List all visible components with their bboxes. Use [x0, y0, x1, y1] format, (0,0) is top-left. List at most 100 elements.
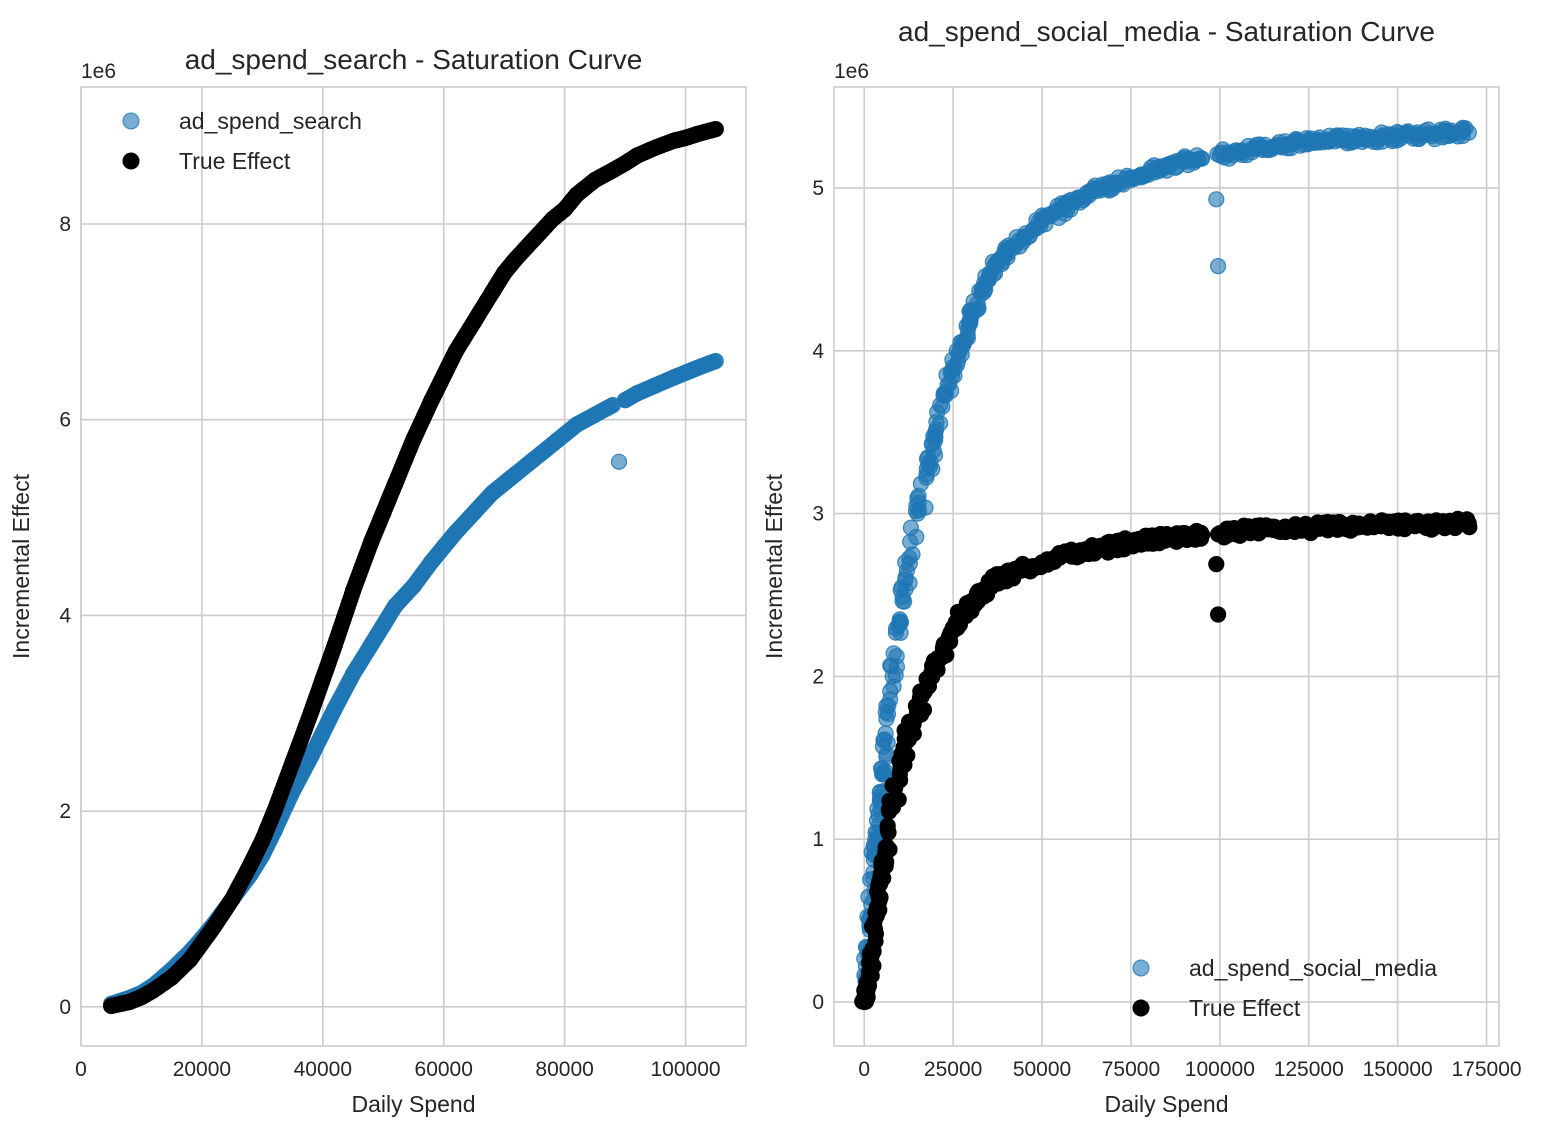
data-point: [1353, 518, 1371, 535]
data-point: [937, 383, 955, 400]
data-point: [1371, 129, 1389, 146]
data-point: [556, 201, 573, 218]
data-point: [344, 665, 362, 683]
x-tick-label: 60000: [415, 1058, 473, 1081]
data-point: [888, 648, 905, 665]
data-point: [1247, 521, 1264, 539]
data-point: [610, 453, 628, 470]
x-tick-label: 150000: [1363, 1058, 1433, 1081]
data-point: [1122, 534, 1140, 552]
data-point: [1176, 153, 1193, 170]
data-point: [1211, 524, 1228, 542]
saturation-chart-social-media: 0 25000 50000 75000 100000 125000 150000 175000…: [761, 16, 1522, 1117]
x-tick-label: 80000: [535, 1058, 593, 1081]
data-point: [647, 377, 664, 394]
data-point: [193, 935, 210, 952]
data-point: [508, 465, 525, 482]
data-point: [616, 155, 634, 172]
data-point: [508, 250, 525, 267]
data-point: [1087, 541, 1104, 558]
data-point: [1140, 531, 1157, 548]
x-tick-label: 25000: [924, 1058, 982, 1081]
x-tick-label: 40000: [294, 1058, 352, 1081]
x-tick-labels: 0 25000 50000 75000 100000 125000 150000 175000: [858, 1058, 1521, 1081]
data-point: [1265, 139, 1282, 156]
x-tick-labels: 0 20000 40000 60000 80000 100000: [75, 1058, 720, 1081]
data-point: [302, 705, 319, 722]
data-point: [884, 798, 901, 815]
y-tick-label: 1: [812, 828, 824, 851]
data-point: [1318, 518, 1335, 535]
legend-label-true-effect: True Effect: [179, 148, 291, 174]
data-point: [908, 528, 925, 546]
data-point: [484, 485, 501, 502]
data-point: [526, 450, 543, 467]
data-point: [998, 245, 1015, 262]
data-point: [604, 162, 622, 179]
data-point: [873, 765, 891, 783]
x-axis-label: Daily Spend: [1104, 1091, 1228, 1117]
data-point: [879, 821, 896, 839]
data-point: [1140, 163, 1157, 180]
data-point: [1105, 537, 1122, 555]
data-point: [863, 953, 880, 970]
data-point: [1442, 515, 1460, 532]
data-point: [465, 504, 483, 521]
data-point: [1247, 140, 1264, 157]
data-point: [1229, 144, 1246, 161]
data-point: [877, 725, 894, 742]
data-point: [242, 856, 259, 874]
data-point: [870, 888, 887, 905]
data-point: [496, 264, 513, 281]
data-point: [1209, 258, 1227, 275]
data-point: [1336, 518, 1353, 535]
data-point: [1336, 131, 1353, 148]
data-point: [314, 724, 331, 742]
data-point: [205, 918, 223, 935]
data-point: [616, 392, 634, 409]
data-point: [1033, 554, 1051, 571]
data-point: [496, 475, 513, 492]
y-tick-label: 6: [59, 409, 71, 432]
data-point: [1371, 516, 1389, 534]
data-point: [435, 367, 452, 384]
data-point: [568, 416, 585, 433]
data-point: [1460, 124, 1477, 141]
data-point: [1069, 191, 1086, 208]
data-point: [363, 533, 380, 551]
data-point: [1300, 134, 1317, 151]
data-point: [1282, 135, 1300, 153]
data-point: [909, 700, 926, 718]
data-point: [586, 406, 604, 423]
plot-frame: [80, 86, 747, 1047]
data-point: [1407, 126, 1424, 143]
data-point: [1208, 191, 1225, 208]
data-point: [1282, 520, 1300, 537]
data-point: [1209, 606, 1227, 623]
data-point: [1033, 212, 1051, 229]
x-tick-label: 50000: [1013, 1058, 1071, 1081]
chart-title: ad_spend_social_media - Saturation Curve: [898, 16, 1435, 47]
data-point: [1211, 147, 1228, 164]
data-point: [927, 424, 944, 441]
legend-label-true-effect: True Effect: [1189, 995, 1301, 1021]
y-tick-label: 0: [59, 996, 71, 1019]
data-point: [1105, 175, 1122, 192]
plot-area: [834, 87, 1499, 1046]
data-point: [859, 977, 876, 994]
data-point: [1158, 158, 1175, 175]
data-point: [955, 334, 972, 351]
data-point: [363, 636, 380, 653]
data-point: [1016, 560, 1033, 578]
data-point: [1353, 129, 1371, 146]
data-point: [1051, 549, 1068, 566]
legend-marker-search: [122, 112, 140, 130]
data-point: [302, 749, 319, 766]
y-axis-offset-label: 1e6: [81, 60, 116, 83]
data-point: [405, 431, 422, 448]
x-tick-label: 75000: [1102, 1058, 1160, 1081]
x-axis-label: Daily Spend: [351, 1091, 475, 1117]
data-point: [224, 891, 241, 908]
y-axis-label: Incremental Effect: [8, 473, 34, 659]
